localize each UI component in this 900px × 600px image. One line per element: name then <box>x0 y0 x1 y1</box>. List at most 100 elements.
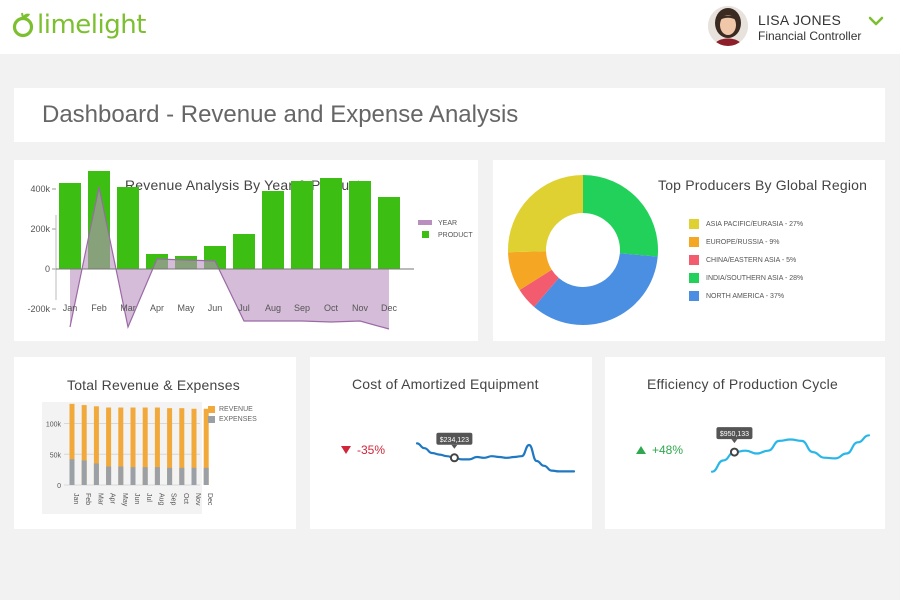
card-title: Top Producers By Global Region <box>658 177 868 193</box>
legend-label: ASIA PACIFIC/EURASIA - 27% <box>706 220 804 228</box>
legend-item: PRODUCT <box>418 229 473 241</box>
legend-item: YEAR <box>418 217 473 229</box>
chart-legend: YEAR PRODUCT <box>418 217 473 241</box>
legend-item: CHINA/EASTERN ASIA - 5% <box>689 251 803 269</box>
legend-label: EUROPE/RUSSIA - 9% <box>706 238 780 246</box>
y-tick-label: -200k <box>27 304 50 314</box>
bar-revenue-aug <box>154 407 160 485</box>
legend-item: EUROPE/RUSSIA - 9% <box>689 233 803 251</box>
legend-label: REVENUE <box>219 405 253 413</box>
app-logo[interactable]: limelight <box>12 10 146 40</box>
bar-revenue-feb <box>81 405 87 485</box>
sparkline-path <box>415 442 576 473</box>
efficiency-card: Efficiency of Production Cycle +48% $950… <box>605 357 885 529</box>
bar-expenses-sep <box>167 467 173 485</box>
lime-icon <box>12 12 34 38</box>
legend-item: NORTH AMERICA - 37% <box>689 287 803 305</box>
donut-slice-europe-russia <box>508 251 552 291</box>
top-producers-card: Top Producers By Global Region ASIA PACI… <box>493 160 885 341</box>
bar-expenses-feb <box>81 460 87 485</box>
bar-revenue-mar <box>93 406 99 485</box>
page-title: Dashboard - Revenue and Expense Analysis <box>42 101 519 128</box>
tooltip-box <box>716 427 753 440</box>
x-tick-label: Jun <box>208 303 223 313</box>
bar-product-dec <box>378 197 400 269</box>
area-year <box>70 187 389 329</box>
x-tick-label: Apr <box>150 303 164 313</box>
highlight-marker <box>449 453 459 463</box>
efficiency-sparkline: $950,133 <box>710 427 871 473</box>
x-tick-label: Feb <box>84 493 91 505</box>
legend-label: NORTH AMERICA - 37% <box>706 292 785 300</box>
x-tick-label: Nov <box>194 493 201 506</box>
x-tick-label: Aug <box>265 303 281 313</box>
legend-label: EXPENSES <box>219 415 257 423</box>
y-tick-label: 200k <box>30 224 50 234</box>
x-tick-label: Sep <box>294 303 310 313</box>
bar-product-nov <box>349 181 371 269</box>
tooltip-box <box>436 432 473 445</box>
user-menu[interactable]: LISA JONES Financial Controller <box>708 6 894 48</box>
donut-slice-india-southern-asia <box>583 175 658 257</box>
x-tick-label: May <box>177 303 195 313</box>
tooltip-pointer <box>731 439 738 444</box>
bar-expenses-aug <box>154 467 160 485</box>
y-tick-label: 0 <box>45 264 50 274</box>
legend-item: ASIA PACIFIC/EURASIA - 27% <box>689 215 803 233</box>
bar-product-jul <box>233 234 255 269</box>
x-tick-label: Aug <box>157 493 164 506</box>
bar-product-oct <box>320 178 342 269</box>
bar-expenses-jun <box>130 467 136 485</box>
legend-swatch <box>208 405 215 413</box>
legend-swatch-product <box>422 231 429 238</box>
revenue-by-year-card: Revenue Analysis By Year & Product 400k 2… <box>14 160 478 341</box>
user-role: Financial Controller <box>758 29 862 43</box>
x-tick-label: Jan <box>63 303 78 313</box>
legend-label: INDIA/SOUTHERN ASIA - 28% <box>706 274 804 282</box>
donut-legend: ASIA PACIFIC/EURASIA - 27% EUROPE/RUSSIA… <box>689 215 803 305</box>
donut-slice-china-eastern-asia <box>519 269 559 307</box>
x-tick-label: May <box>121 493 128 507</box>
tooltip-label: $950,133 <box>720 431 749 438</box>
bar-revenue-dec <box>203 408 209 485</box>
bar-expenses-may <box>118 466 124 485</box>
amortized-equipment-card: Cost of Amortized Equipment -35% $234,12… <box>310 357 592 529</box>
y-tick-label: 100k <box>46 422 62 429</box>
legend-swatch <box>689 255 699 265</box>
x-tick-label: Oct <box>182 493 189 504</box>
y-tick-label: 0 <box>57 483 61 490</box>
bar-expenses-jul <box>142 467 148 485</box>
highlight-marker <box>729 447 739 457</box>
x-tick-label: Apr <box>109 493 116 505</box>
x-tick-label: Jun <box>133 493 140 504</box>
top-producers-donut <box>508 175 658 325</box>
x-tick-label: Jan <box>72 493 79 504</box>
x-tick-label: Feb <box>91 303 107 313</box>
bar-product-mar <box>117 187 139 269</box>
legend-swatch-year <box>418 220 432 225</box>
bar-expenses-mar <box>93 463 99 485</box>
bar-revenue-nov <box>191 408 197 485</box>
total-revenue-card: Total Revenue & Expenses 100k 50k 0 Jan Feb M… <box>14 357 296 529</box>
revenue-by-year-chart: 400k 200k 0 -200k Jan Feb Mar Apr May Jun Jul Aug Se… <box>27 171 414 330</box>
bar-expenses-nov <box>191 467 197 485</box>
legend-swatch <box>689 273 699 283</box>
card-title: Cost of Amortized Equipment <box>352 376 539 392</box>
x-tick-label: Mar <box>96 493 103 506</box>
card-title: Efficiency of Production Cycle <box>647 376 838 392</box>
legend-label: PRODUCT <box>438 231 473 239</box>
page-header: Dashboard - Revenue and Expense Analysis <box>14 88 885 142</box>
legend-label: CHINA/EASTERN ASIA - 5% <box>706 256 797 264</box>
total-revenue-chart: 100k 50k 0 Jan Feb Mar Apr May Jun Jul Aug Sep Oct No… <box>42 402 213 514</box>
bar-product-aug <box>262 191 284 269</box>
top-bar: limelight LISA JONES Financial Controlle… <box>0 0 900 54</box>
legend-item: INDIA/SOUTHERN ASIA - 28% <box>689 269 803 287</box>
bar-revenue-jun <box>130 407 136 485</box>
arrow-up-icon <box>636 446 646 454</box>
x-tick-label: Oct <box>324 303 339 313</box>
bar-revenue-apr <box>106 407 112 485</box>
avatar <box>708 6 748 46</box>
change-value: +48% <box>652 443 684 457</box>
chevron-down-icon[interactable] <box>868 16 884 26</box>
tooltip-label: $234,123 <box>440 437 469 444</box>
